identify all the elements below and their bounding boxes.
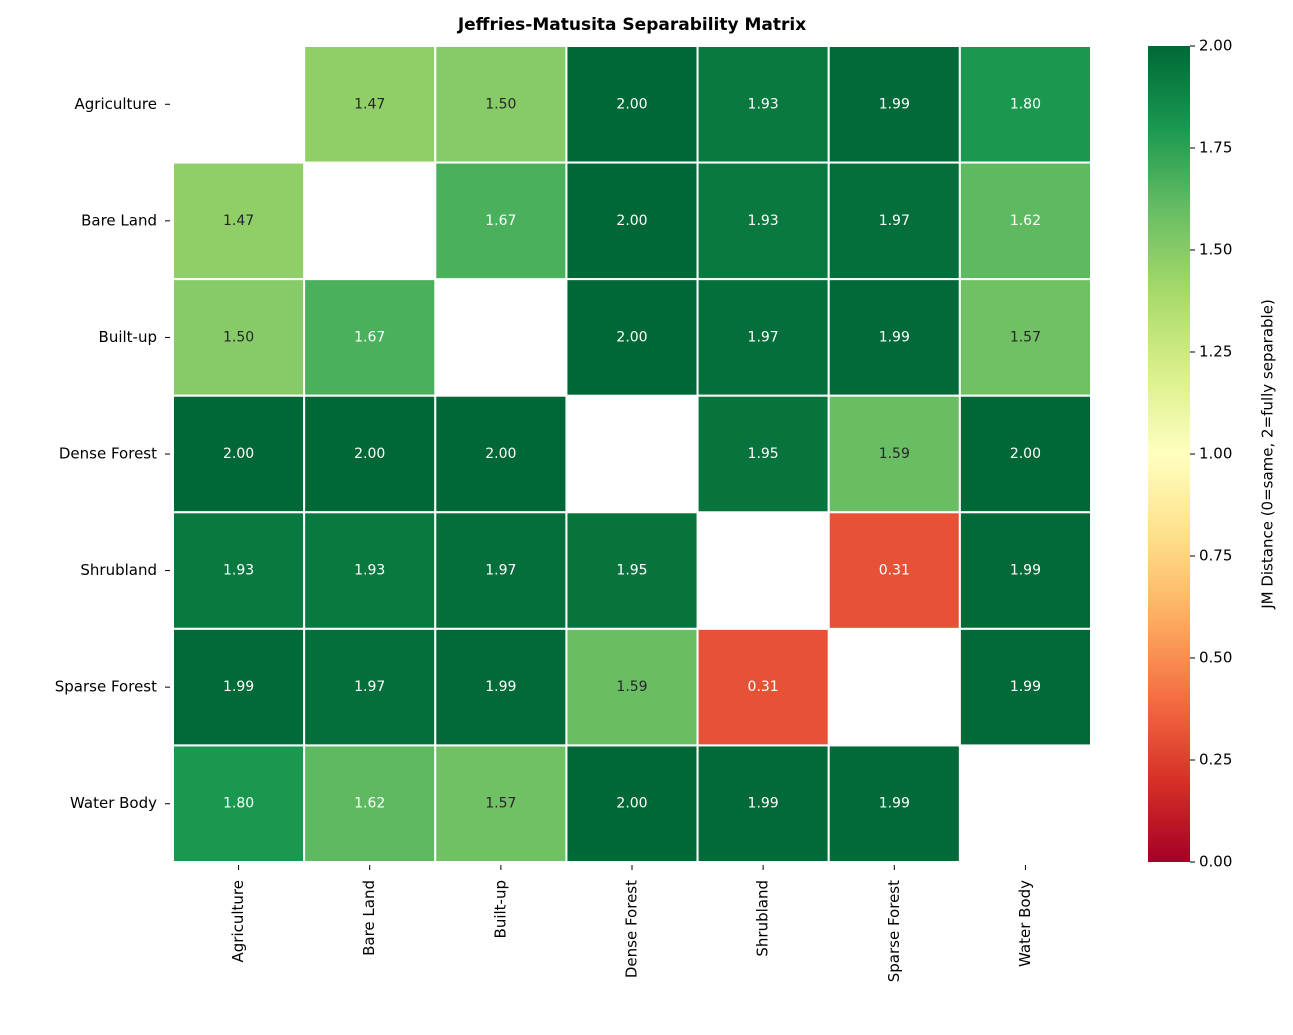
heatmap-cell (958, 161, 1092, 281)
chart-title: Jeffries-Matusita Separability Matrix (457, 15, 806, 35)
cell-label: 2.00 (354, 446, 385, 462)
heatmap-cell (303, 278, 437, 397)
cell-label: 1.97 (879, 213, 910, 229)
heatmap-cell (303, 744, 437, 864)
cell-label: 1.97 (354, 679, 385, 695)
cell-label: 1.50 (223, 329, 254, 345)
cell-label: 1.99 (879, 96, 910, 112)
cell-label: 1.97 (485, 563, 516, 579)
heatmap-cell (172, 744, 306, 864)
heatmap-cell (434, 394, 568, 514)
x-tick-label: Bare Land (360, 880, 378, 956)
heatmap-cell (565, 45, 699, 164)
x-tick-label: Shrubland (754, 880, 772, 957)
colorbar-tick-label: 0.25 (1199, 751, 1232, 769)
cell-label: 1.99 (1010, 679, 1041, 695)
cell-label: 2.00 (616, 96, 647, 112)
colorbar-tick-label: 1.50 (1199, 241, 1232, 259)
cell-label: 1.67 (354, 329, 385, 345)
cell-label: 1.67 (485, 213, 516, 229)
heatmap-cell (434, 511, 568, 630)
cell-label: 1.62 (1010, 213, 1041, 229)
cell-label: 1.99 (223, 679, 254, 695)
heatmap-cell (696, 394, 830, 514)
cell-label: 2.00 (223, 446, 254, 462)
heatmap-cell (172, 394, 306, 514)
y-tick-label: Water Body (70, 794, 157, 812)
heatmap-cell (958, 45, 1092, 164)
cell-label: 1.93 (354, 563, 385, 579)
cell-label: 2.00 (616, 213, 647, 229)
cell-label: 1.99 (879, 329, 910, 345)
heatmap-cell (696, 278, 830, 397)
y-tick-label: Bare Land (81, 211, 157, 229)
colorbar-tick-label: 2.00 (1199, 37, 1232, 55)
cell-label: 1.62 (354, 796, 385, 812)
heatmap-cell (696, 744, 830, 864)
colorbar-tick-label: 1.00 (1199, 445, 1232, 463)
x-tick-label: Water Body (1016, 880, 1034, 967)
y-tick-label: Shrubland (80, 561, 157, 579)
x-tick-label: Sparse Forest (885, 880, 903, 982)
colorbar (1148, 46, 1190, 862)
cell-label: 1.99 (748, 796, 779, 812)
colorbar-label: JM Distance (0=same, 2=fully separable) (1259, 299, 1277, 610)
x-tick-label: Built-up (491, 880, 509, 938)
heatmap-cell (958, 511, 1092, 630)
heatmap-cell (434, 45, 568, 164)
cell-label: 1.57 (1010, 329, 1041, 345)
heatmap-cell (172, 627, 306, 747)
colorbar-tick-label: 0.75 (1199, 547, 1232, 565)
cell-label: 1.47 (223, 213, 254, 229)
cell-label: 1.93 (223, 563, 254, 579)
cell-label: 1.57 (485, 796, 516, 812)
cell-label: 2.00 (616, 329, 647, 345)
y-tick-label: Sparse Forest (55, 678, 157, 696)
heatmap-cell (696, 161, 830, 281)
cell-label: 2.00 (616, 796, 647, 812)
heatmap-cell (434, 744, 568, 864)
cell-label: 1.93 (748, 213, 779, 229)
heatmap-cell (958, 627, 1092, 747)
heatmap-cell (827, 278, 961, 397)
cell-label: 1.93 (748, 96, 779, 112)
cell-label: 2.00 (1010, 446, 1041, 462)
colorbar-tick-label: 0.50 (1199, 649, 1232, 667)
cell-label: 0.31 (748, 679, 779, 695)
cell-label: 1.80 (223, 796, 254, 812)
x-tick-label: Dense Forest (623, 880, 641, 978)
heatmap-cell (958, 278, 1092, 397)
heatmap-cell (172, 511, 306, 630)
colorbar-tick-label: 1.25 (1199, 343, 1232, 361)
heatmap-cell (958, 394, 1092, 514)
cell-label: 1.97 (748, 329, 779, 345)
heatmap-cell (434, 161, 568, 281)
heatmap-cell (565, 511, 699, 630)
cell-label: 1.99 (485, 679, 516, 695)
cell-label: 1.80 (1010, 96, 1041, 112)
cell-label: 1.50 (485, 96, 516, 112)
cell-label: 1.99 (879, 796, 910, 812)
colorbar-tick-label: 0.00 (1199, 853, 1232, 871)
heatmap-cell (827, 394, 961, 514)
cell-label: 1.99 (1010, 563, 1041, 579)
cell-label: 2.00 (485, 446, 516, 462)
cell-label: 1.95 (748, 446, 779, 462)
y-tick-label: Built-up (99, 328, 157, 346)
heatmap-cell (303, 394, 437, 514)
cell-label: 1.47 (354, 96, 385, 112)
colorbar-tick-label: 1.75 (1199, 139, 1232, 157)
heatmap-cell (827, 511, 961, 630)
cell-label: 1.59 (879, 446, 910, 462)
cell-label: 1.95 (616, 563, 647, 579)
y-tick-label: Agriculture (75, 95, 158, 113)
heatmap-cell (565, 744, 699, 864)
heatmap-cell (303, 45, 437, 164)
heatmap-cell (827, 744, 961, 864)
x-tick-label: Agriculture (229, 880, 247, 963)
cell-label: 0.31 (879, 563, 910, 579)
cell-label: 1.59 (616, 679, 647, 695)
y-tick-label: Dense Forest (59, 445, 157, 463)
